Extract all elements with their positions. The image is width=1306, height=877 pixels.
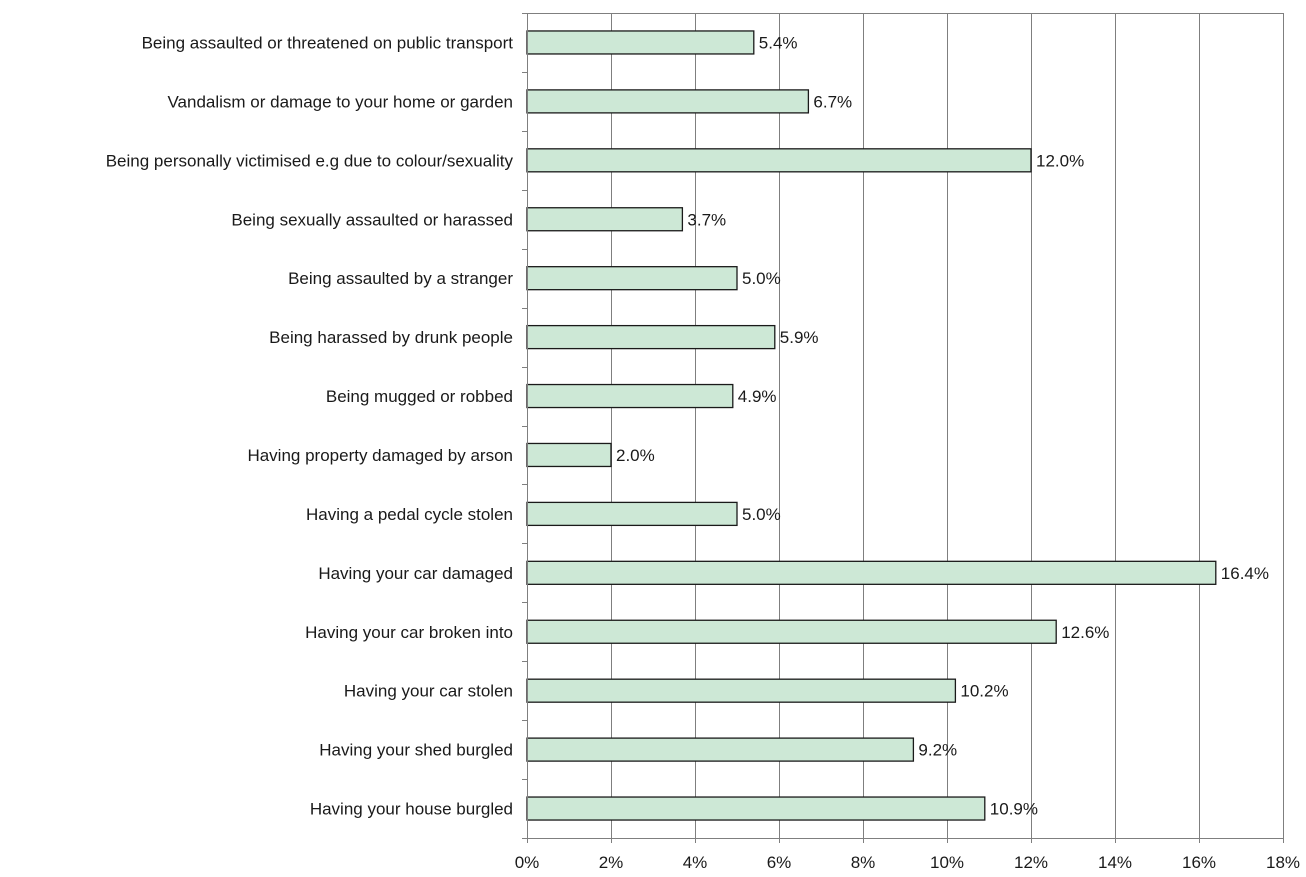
data-label: 4.9% [738,387,777,406]
data-label: 6.7% [813,92,852,111]
data-label: 10.9% [990,800,1038,819]
data-label: 16.4% [1221,564,1269,583]
x-tick-label: 14% [1098,853,1132,872]
category-label: Being assaulted or threatened on public … [142,33,514,52]
bar [526,737,915,762]
category-label: Having your car stolen [344,682,513,701]
gridlines [527,13,1284,838]
x-tick-label: 6% [767,853,792,872]
x-tick-label: 12% [1014,853,1048,872]
category-label: Being assaulted by a stranger [288,269,513,288]
x-tick-label: 16% [1182,853,1216,872]
bar [526,442,612,468]
data-label: 12.6% [1061,623,1109,642]
bar [526,560,1217,585]
data-label: 5.0% [742,505,781,524]
bar [526,796,986,821]
x-tick-label: 8% [851,853,876,872]
x-tick-label: 10% [930,853,964,872]
x-tick-label: 0% [515,853,540,872]
axes [522,13,1284,843]
data-label: 5.4% [759,33,798,52]
bar [526,89,810,114]
category-label: Being personally victimised e.g due to c… [106,151,514,170]
category-label: Having your shed burgled [319,741,513,760]
data-label: 5.0% [742,269,781,288]
labels: Being assaulted or threatened on public … [106,33,1300,872]
bar [526,266,738,291]
bar [526,324,776,350]
category-label: Being mugged or robbed [326,387,513,406]
category-label: Vandalism or damage to your home or gard… [167,92,513,111]
data-label: 9.2% [918,741,957,760]
bar [526,501,738,527]
data-label: 10.2% [960,682,1008,701]
category-label: Having your car broken into [305,623,513,642]
category-label: Being harassed by drunk people [269,328,513,347]
bar [526,207,684,232]
bars [526,30,1217,821]
data-label: 3.7% [687,210,726,229]
data-label: 2.0% [616,446,655,465]
category-label: Having your car damaged [318,564,513,583]
category-label: Having a pedal cycle stolen [306,505,513,524]
x-tick-label: 18% [1266,853,1300,872]
bar [526,383,734,409]
x-tick-label: 4% [683,853,708,872]
bar [526,30,755,55]
bar [526,619,1057,644]
data-label: 12.0% [1036,151,1084,170]
category-label: Having property damaged by arson [247,446,513,465]
x-tick-label: 2% [599,853,624,872]
data-label: 5.9% [780,328,819,347]
bar [526,678,957,703]
category-label: Being sexually assaulted or harassed [231,210,513,229]
bar [526,148,1032,173]
category-label: Having your house burgled [310,800,513,819]
